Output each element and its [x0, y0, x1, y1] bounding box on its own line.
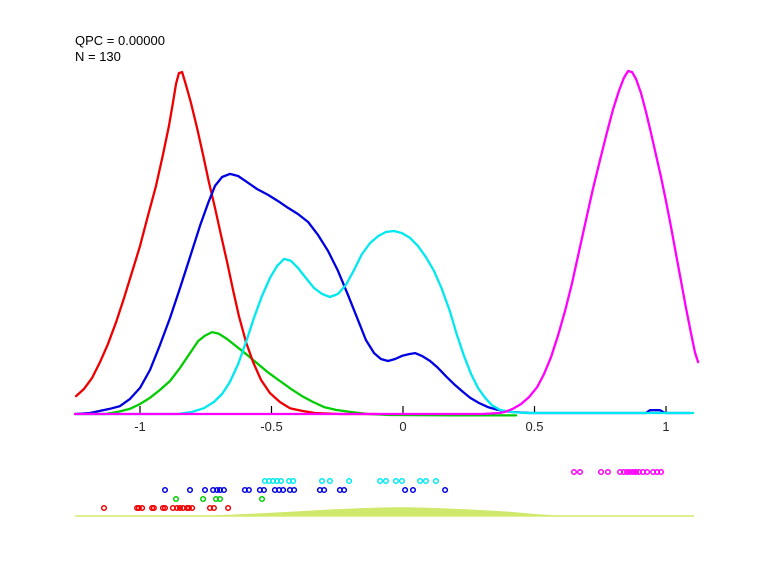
plot-annotation: QPC = 0.00000 N = 130: [75, 33, 165, 65]
magenta-points-marker: [576, 468, 584, 476]
blue-points-marker: [402, 486, 409, 494]
cyan-points-marker: [346, 477, 353, 485]
magenta-points-marker: [604, 468, 611, 476]
red-points-marker: [100, 504, 108, 512]
red-density-curve: [74, 70, 378, 416]
green-points-marker: [200, 495, 207, 503]
red-points-marker: [185, 504, 192, 512]
magenta-points-marker: [632, 468, 640, 476]
blue-density-curve: [73, 172, 692, 416]
cyan-points-marker: [382, 477, 389, 485]
cyan-points-marker: [398, 477, 405, 485]
blue-points-marker: [321, 486, 328, 494]
blue-points-marker: [291, 486, 298, 494]
magenta-points-marker: [597, 468, 605, 476]
blue-points-marker: [409, 486, 417, 494]
cyan-points-marker: [432, 477, 439, 485]
magenta-points-marker: [657, 468, 665, 476]
blue-points-marker: [260, 486, 267, 494]
blue-points-marker: [214, 486, 221, 494]
magenta-points-marker: [570, 468, 578, 476]
red-points-marker: [139, 504, 146, 512]
cyan-points-marker: [290, 477, 297, 485]
magenta-points-marker: [644, 468, 651, 476]
blue-points-marker: [186, 486, 194, 494]
cyan-points-marker: [417, 477, 424, 485]
qpc-label: QPC = 0.00000: [75, 33, 165, 48]
green-points-marker: [258, 495, 266, 503]
cyan-points-marker: [392, 477, 399, 485]
x-tick-label: 0: [399, 419, 406, 434]
magenta-points-marker: [624, 468, 631, 476]
cyan-density-curve: [73, 229, 695, 416]
green-points-marker: [216, 495, 224, 503]
cyan-points-marker: [377, 477, 384, 485]
x-tick-label: -1: [134, 419, 146, 434]
magenta-points-marker: [620, 468, 627, 476]
red-points-marker: [150, 504, 157, 512]
red-points-marker: [176, 504, 184, 512]
green-density-curve: [73, 330, 518, 417]
x-tick-label: 1: [662, 419, 669, 434]
magenta-density-curve: [73, 69, 700, 416]
combined-density-fill: [187, 507, 588, 516]
blue-points-marker: [220, 486, 227, 494]
cyan-points-marker: [422, 477, 429, 485]
blue-points-marker: [341, 486, 348, 494]
red-points-marker: [159, 504, 166, 512]
magenta-points-marker: [626, 468, 634, 476]
red-points-marker: [225, 504, 232, 512]
x-tick-label: 0.5: [525, 419, 543, 434]
red-points-marker: [174, 504, 181, 512]
green-points-marker: [172, 495, 180, 503]
blue-points-marker: [442, 486, 449, 494]
magenta-points-marker: [630, 468, 637, 476]
blue-points-marker: [201, 486, 209, 494]
red-points-marker: [210, 504, 217, 512]
x-tick-label: -0.5: [260, 419, 282, 434]
cyan-points-marker: [326, 477, 333, 485]
red-points-marker: [189, 504, 196, 512]
blue-points-marker: [280, 486, 287, 494]
blue-points-marker: [161, 486, 169, 494]
n-label: N = 130: [75, 49, 121, 64]
cyan-points-marker: [318, 477, 326, 485]
red-points-marker: [161, 504, 169, 512]
red-points-marker: [135, 504, 142, 512]
cyan-points-marker: [277, 477, 285, 485]
blue-points-marker: [245, 486, 252, 494]
